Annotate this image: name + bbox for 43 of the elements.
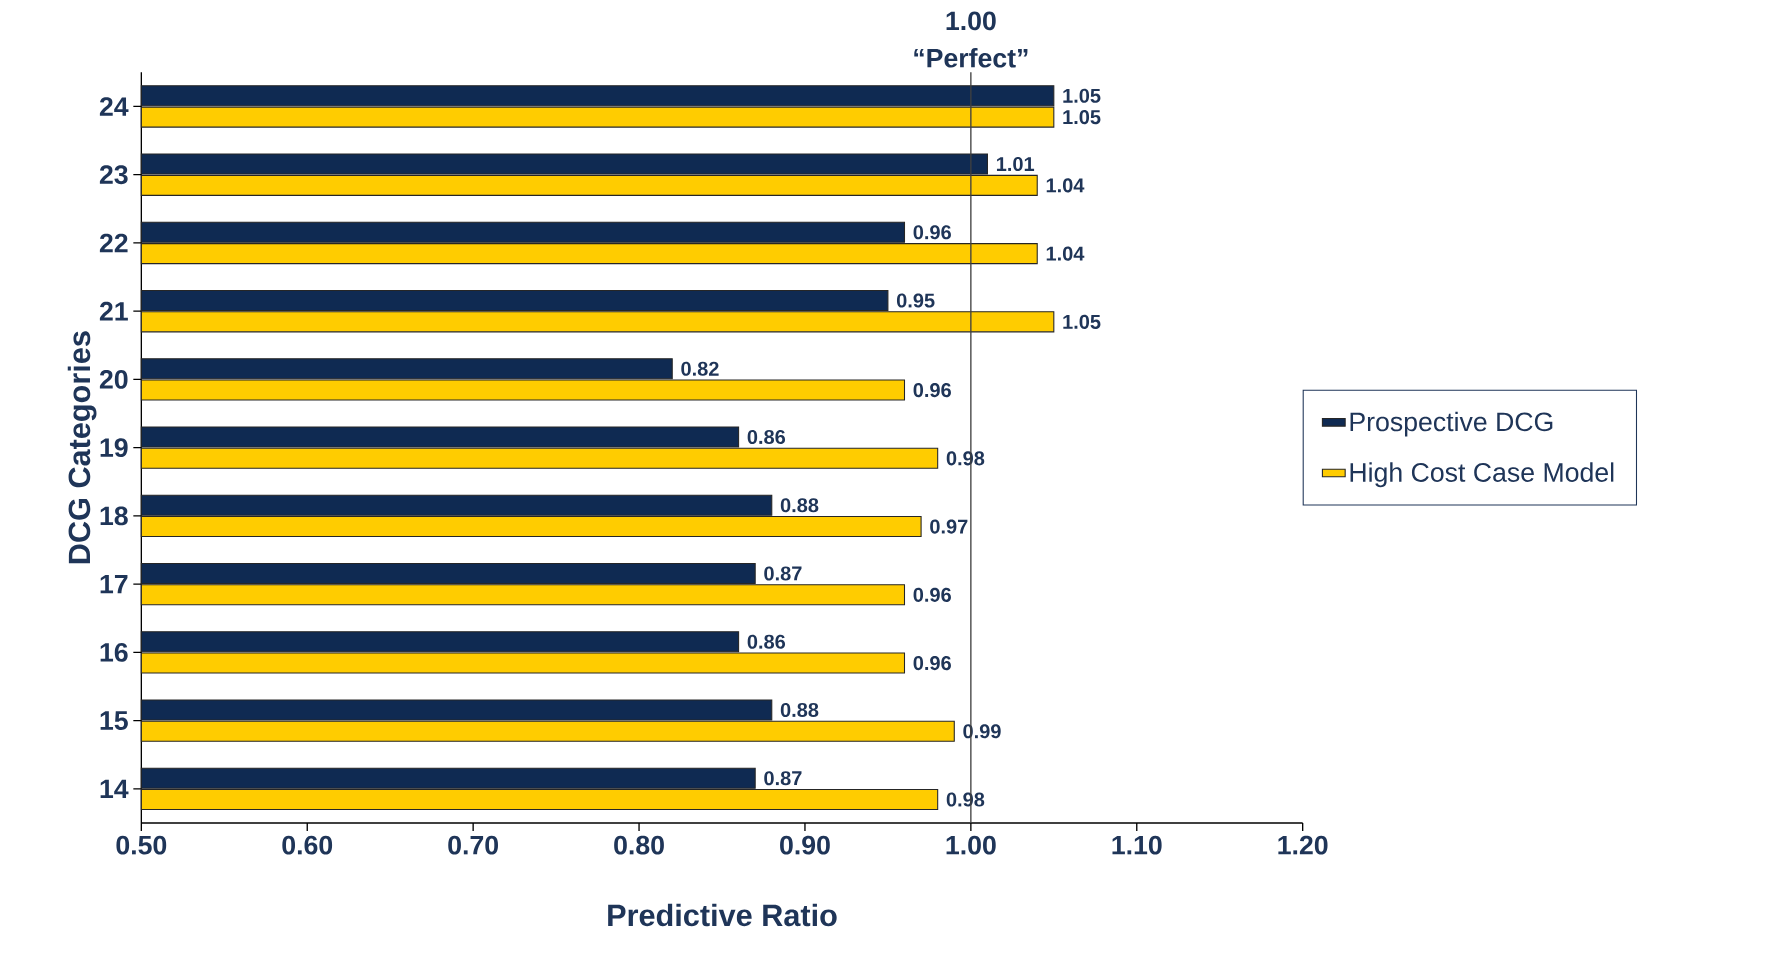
y-axis-title: DCG Categories <box>67 331 97 564</box>
data-label: 0.96 <box>913 383 951 398</box>
ref-line-label: 1.00 “Perfect” <box>914 11 1028 68</box>
x-tick-label: 0.50 <box>116 835 167 855</box>
data-label: 0.97 <box>930 519 968 534</box>
x-axis-title: Predictive Ratio <box>608 903 837 927</box>
data-label: 0.96 <box>913 655 951 671</box>
data-label: 0.96 <box>913 225 951 240</box>
y-tick-label: 21 <box>99 301 128 321</box>
data-label: 1.04 <box>1046 178 1085 193</box>
y-tick-label: 16 <box>100 642 128 662</box>
x-tick-label: 0.80 <box>614 835 664 855</box>
y-tick-label: 24 <box>99 97 129 116</box>
legend-label: High Cost Case Model <box>1350 462 1614 488</box>
data-label: 0.88 <box>780 498 819 513</box>
y-tick-label: 23 <box>99 165 128 185</box>
y-tick-label: 20 <box>99 369 128 389</box>
x-tick-label: 1.20 <box>1278 835 1328 855</box>
data-label: 0.87 <box>764 566 802 581</box>
legend-label: Prospective DCG <box>1350 411 1553 437</box>
data-label: 0.88 <box>780 702 819 718</box>
data-label: 0.96 <box>913 587 951 602</box>
data-label: 1.05 <box>1063 88 1101 103</box>
data-label: 0.82 <box>681 361 719 376</box>
data-label: 1.01 <box>996 156 1035 172</box>
x-tick-label: 1.00 <box>946 835 996 855</box>
data-label: 0.87 <box>764 771 802 786</box>
x-tick-label: 0.90 <box>780 835 830 855</box>
data-label: 0.86 <box>747 634 786 649</box>
data-label: 1.04 <box>1046 246 1085 261</box>
data-label: 0.95 <box>896 293 935 308</box>
y-tick-label: 22 <box>99 233 128 253</box>
data-label: 1.05 <box>1063 110 1101 125</box>
y-tick-label: 19 <box>100 438 128 458</box>
y-tick-label: 15 <box>100 711 128 730</box>
data-label: 1.05 <box>1063 314 1101 329</box>
y-tick-label: 17 <box>100 574 128 594</box>
data-label: 0.86 <box>747 429 786 445</box>
y-tick-label: 18 <box>100 506 128 526</box>
x-tick-label: 0.60 <box>282 835 333 855</box>
x-tick-label: 0.70 <box>448 835 498 855</box>
y-tick-label: 14 <box>100 779 129 799</box>
x-tick-label: 1.10 <box>1112 835 1162 855</box>
